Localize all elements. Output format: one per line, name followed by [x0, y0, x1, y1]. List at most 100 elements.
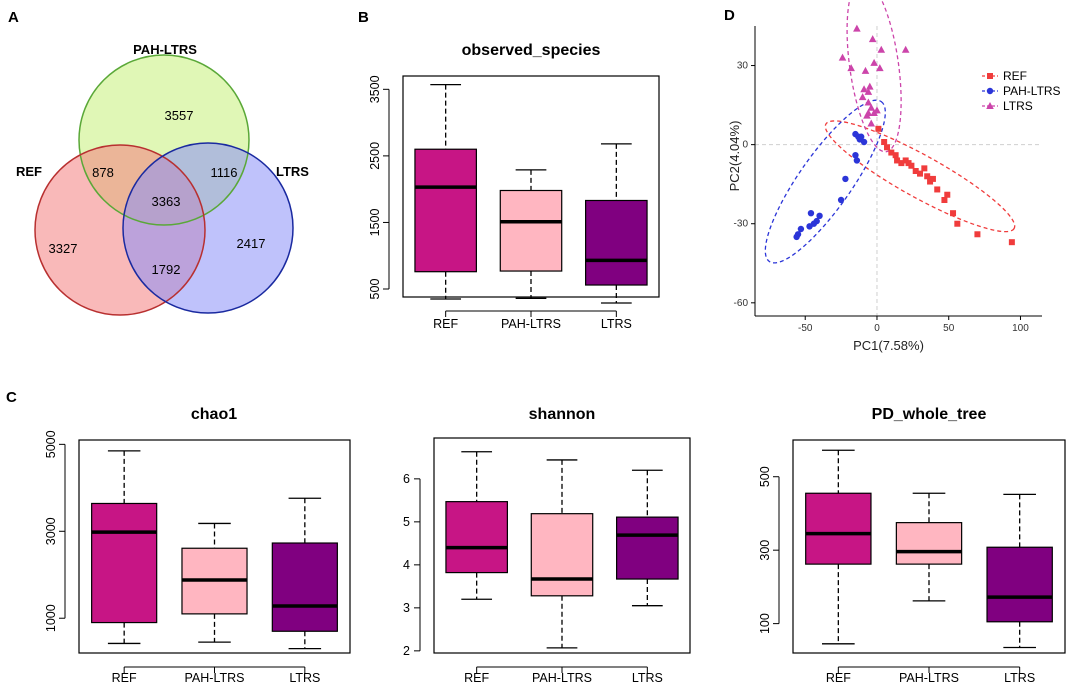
- pca-x-tick-label: 50: [943, 323, 955, 334]
- x-tick-label-ref: REF: [433, 317, 458, 331]
- pca-point-ltrs: [901, 45, 910, 53]
- venn-label-pah-ltrs: PAH-LTRS: [133, 42, 197, 57]
- venn-diagram: PAH-LTRS REF LTRS 3557 3327 2417 878 111…: [16, 42, 309, 316]
- pca-point-ref: [898, 160, 905, 167]
- pca-point-ref: [944, 191, 951, 198]
- pca-point-ltrs: [867, 103, 876, 111]
- pca-y-tick-label: -60: [734, 298, 749, 309]
- y-tick-label: 3500: [368, 75, 382, 103]
- plot-frame: [402, 75, 660, 298]
- x-tick-label-ltrs: LTRS: [1004, 671, 1035, 685]
- y-tick-label: 300: [758, 540, 772, 561]
- panel-letter-a: A: [8, 9, 19, 26]
- x-tick-label-pah-ltrs: PAH-LTRS: [501, 317, 561, 331]
- x-tick-label-ltrs: LTRS: [632, 671, 663, 685]
- venn-outline-pah-ltrs: [78, 54, 250, 226]
- venn-count-ltrs-only: 2417: [237, 236, 266, 251]
- boxplot-chao1: chao1 1000 3000 5000 REF PAH-LTRS LTRS: [44, 406, 351, 685]
- pca-x-axis-label: PC1(7.58%): [853, 338, 924, 353]
- pca-point-ltrs: [870, 58, 878, 66]
- panel-letter-d: D: [724, 7, 735, 24]
- box-pah-ltrs: [895, 522, 963, 565]
- venn-count-ref-pah: 878: [92, 165, 114, 180]
- pca-x-tick-label: 100: [1012, 323, 1029, 334]
- pca-point-ltrs: [861, 66, 870, 74]
- pca-ellipse-ltrs: [846, 0, 902, 153]
- venn-outline-ltrs: [122, 142, 294, 314]
- pca-point-ltrs: [877, 45, 886, 53]
- legend-marker-ltrs: [986, 102, 994, 109]
- pca-point-pah-ltrs: [816, 212, 823, 220]
- x-tick-label-pah-ltrs: PAH-LTRS: [185, 671, 245, 685]
- venn-count-ref-only: 3327: [49, 241, 78, 256]
- panel-letter-b: B: [358, 9, 369, 26]
- pca-ellipse-pah-ltrs: [764, 99, 886, 264]
- pca-point-ltrs: [868, 35, 877, 43]
- y-tick-label: 2: [403, 644, 410, 658]
- pca-point-ref: [941, 197, 948, 203]
- plot-frame: [433, 437, 691, 654]
- pca-scatter: -50 0 50 100 -60 -30 0 30 PC1(7.58%) PC2(4.04%) RE…: [727, 0, 1061, 353]
- legend-marker-ref: [987, 73, 993, 79]
- x-tick-label-ltrs: LTRS: [601, 317, 632, 331]
- venn-count-pah-ltrs: 1116: [211, 165, 238, 180]
- pca-point-ltrs: [863, 111, 871, 119]
- x-tick-label-pah-ltrs: PAH-LTRS: [899, 671, 959, 685]
- pca-point-ltrs: [876, 64, 884, 72]
- pca-point-ltrs: [860, 85, 868, 93]
- box-pah-ltrs: [530, 513, 594, 597]
- pca-point-ref: [974, 231, 981, 238]
- x-tick-label-ref: REF: [464, 671, 489, 685]
- pca-x-tick-label: 0: [874, 323, 880, 334]
- venn-count-pah-only: 3557: [165, 108, 194, 123]
- y-tick-label: 3000: [44, 517, 58, 545]
- legend-label-ltrs: LTRS: [1003, 99, 1033, 113]
- pca-point-ref: [888, 149, 895, 156]
- y-tick-label: 100: [758, 613, 772, 634]
- venn-outline-ref: [34, 144, 206, 316]
- pca-ellipse-ref: [824, 120, 1016, 233]
- legend-label-ref: REF: [1003, 69, 1027, 83]
- pca-point-ref: [950, 210, 957, 217]
- pca-point-ltrs: [866, 82, 874, 90]
- pca-y-tick-label: 30: [737, 61, 749, 72]
- pca-point-ref: [917, 170, 924, 177]
- chart-title-observed-species: observed_species: [462, 42, 601, 59]
- boxplot-observed-species: observed_species 500 1500 2500 3500 REF PAH-LT…: [368, 42, 660, 331]
- pca-point-ltrs: [853, 24, 861, 32]
- pca-point-ref: [924, 173, 931, 180]
- pca-point-ltrs: [864, 87, 873, 95]
- pca-point-pah-ltrs: [806, 223, 813, 230]
- pca-point-ref: [929, 175, 936, 182]
- pca-point-ref: [908, 162, 915, 169]
- venn-count-ref-ltrs: 1792: [152, 262, 181, 277]
- plot-frame: [78, 439, 351, 654]
- venn-circle-ltrs: [123, 143, 293, 313]
- boxplot-shannon: shannon 2 3 4 5 6 REF PAH-LTRS LTRS: [403, 406, 691, 685]
- box-ref: [414, 148, 477, 273]
- pca-point-ltrs: [867, 119, 876, 127]
- plot-frame: [792, 439, 1066, 654]
- pca-point-ref: [912, 168, 919, 174]
- pca-point-pah-ltrs: [853, 157, 861, 164]
- box-pah-ltrs: [499, 189, 563, 272]
- chart-title-shannon: shannon: [529, 406, 596, 423]
- panel-letter-c: C: [6, 389, 17, 406]
- y-tick-label: 4: [403, 558, 410, 572]
- x-tick-label-ltrs: LTRS: [289, 671, 320, 685]
- box-ltrs: [616, 516, 679, 580]
- boxplot-pd-whole-tree: PD_whole_tree 100 300 500 REF PAH-LTRS LTRS: [758, 406, 1066, 685]
- pca-point-ref: [954, 220, 961, 227]
- pca-point-ref: [1008, 239, 1015, 246]
- venn-count-all: 3363: [152, 194, 181, 209]
- pca-point-ltrs: [864, 98, 873, 106]
- pca-point-ref: [934, 186, 941, 193]
- y-tick-label: 1000: [44, 604, 58, 632]
- pca-point-pah-ltrs: [807, 209, 815, 217]
- y-tick-label: 500: [758, 466, 772, 487]
- legend-marker-pah-ltrs: [986, 87, 994, 95]
- y-tick-label: 2500: [368, 142, 382, 170]
- pca-x-tick-label: -50: [798, 323, 813, 334]
- box-ltrs: [271, 542, 338, 632]
